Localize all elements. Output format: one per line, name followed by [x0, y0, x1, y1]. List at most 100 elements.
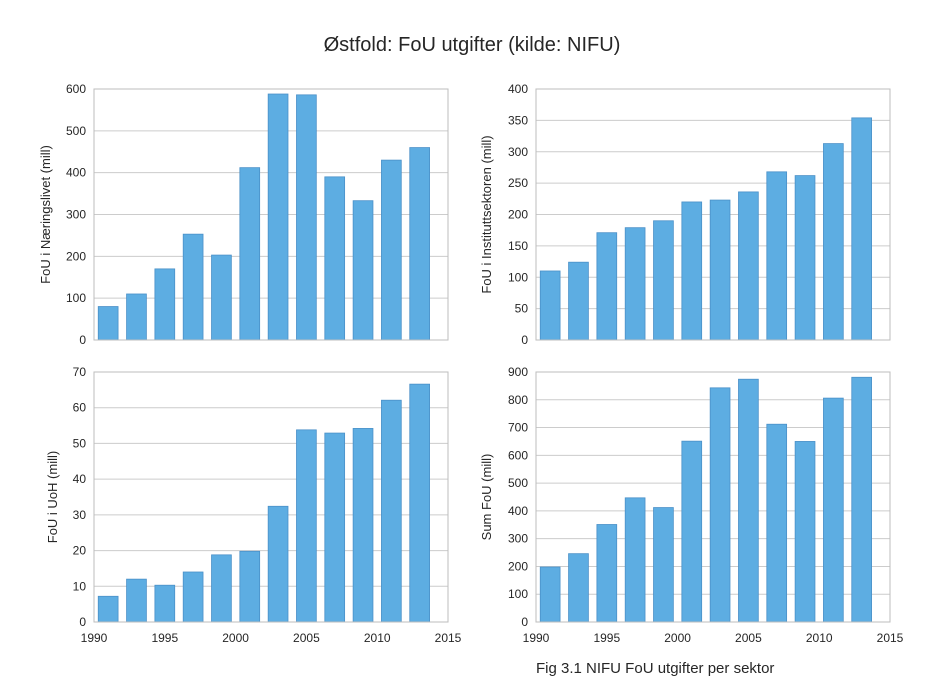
y-tick-label: 0	[521, 333, 528, 347]
bar	[182, 233, 204, 341]
y-tick-label: 300	[508, 145, 528, 159]
y-tick-label: 200	[508, 559, 528, 573]
bar	[97, 595, 119, 623]
bar	[126, 578, 147, 623]
plot-frame	[535, 88, 891, 341]
bar	[596, 232, 618, 341]
y-tick-label: 100	[66, 291, 86, 305]
x-tick-label: 2015	[435, 631, 462, 645]
bar	[568, 261, 589, 341]
bar	[409, 383, 430, 623]
y-tick-label: 100	[508, 270, 528, 284]
y-tick-label: 50	[515, 302, 529, 316]
subplot-top-left: 0 100 200 300 400 500 600 FoU i Næringslivet (m…	[38, 82, 449, 347]
y-tick-label: 400	[66, 166, 86, 180]
bar	[738, 191, 759, 341]
bar	[681, 201, 703, 341]
y-tick-label: 200	[66, 249, 86, 263]
y-tick-label: 700	[508, 421, 528, 435]
plot-frame	[535, 371, 891, 623]
bar	[381, 159, 402, 341]
bar	[653, 507, 674, 623]
x-tick-label: 2000	[664, 631, 691, 645]
bar	[539, 270, 561, 341]
bar	[653, 220, 674, 341]
bar	[154, 268, 176, 341]
x-tick-label: 2000	[222, 631, 249, 645]
bar	[851, 376, 872, 623]
bar	[794, 175, 816, 341]
bar	[381, 399, 402, 623]
y-tick-label: 0	[521, 615, 528, 629]
plot-frame	[93, 371, 449, 623]
x-tick-label: 2015	[877, 631, 904, 645]
x-tick-label: 1990	[81, 631, 108, 645]
y-tick-label: 250	[508, 176, 528, 190]
bar	[624, 227, 646, 341]
bar	[267, 93, 289, 341]
bar	[324, 176, 346, 341]
y-tick-label: 300	[508, 532, 528, 546]
bar	[97, 306, 119, 341]
plot-frame	[93, 88, 449, 341]
x-tick-label: 2010	[806, 631, 833, 645]
y-tick-label: 600	[66, 82, 86, 96]
x-tick-label: 1990	[523, 631, 550, 645]
subplot-bottom-right: 0 100 200 300 400 500 600 700 800 900 1990 1995 2000…	[479, 365, 904, 645]
y-tick-label: 500	[66, 124, 86, 138]
y-axis-label: FoU i Næringslivet (mill)	[38, 145, 53, 284]
y-tick-label: 70	[73, 365, 87, 379]
x-tick-label: 2005	[293, 631, 320, 645]
y-tick-label: 500	[508, 476, 528, 490]
x-tick-label: 1995	[151, 631, 178, 645]
figure-title: Østfold: FoU utgifter (kilde: NIFU)	[323, 34, 621, 56]
y-tick-label: 30	[73, 508, 87, 522]
y-tick-label: 600	[508, 448, 528, 462]
y-tick-label: 350	[508, 113, 528, 127]
bar	[624, 497, 646, 623]
bar	[211, 554, 232, 623]
y-tick-label: 10	[73, 579, 87, 593]
bar	[211, 254, 232, 341]
bar	[126, 293, 147, 341]
bar	[182, 571, 204, 623]
bar	[851, 117, 872, 341]
bar	[352, 200, 374, 341]
y-tick-label: 60	[73, 401, 87, 415]
bar	[681, 440, 703, 623]
y-tick-label: 800	[508, 393, 528, 407]
bar	[596, 524, 618, 623]
y-axis-label: Sum FoU (mill)	[479, 454, 494, 541]
bar	[296, 94, 317, 341]
bar	[239, 550, 261, 623]
bar	[823, 397, 844, 623]
bar	[409, 147, 430, 341]
bar	[267, 505, 289, 623]
x-tick-label: 2005	[735, 631, 762, 645]
x-tick-label: 1995	[593, 631, 620, 645]
y-tick-label: 150	[508, 239, 528, 253]
y-tick-label: 100	[508, 587, 528, 601]
bar	[794, 441, 816, 623]
y-tick-label: 400	[508, 504, 528, 518]
bar	[324, 432, 346, 623]
bar	[766, 171, 788, 341]
y-tick-label: 0	[79, 615, 86, 629]
y-tick-label: 50	[73, 436, 87, 450]
figure-caption: Fig 3.1 NIFU FoU utgifter per sektor	[536, 660, 775, 677]
y-tick-label: 400	[508, 82, 528, 96]
y-tick-label: 300	[66, 208, 86, 222]
y-tick-label: 900	[508, 365, 528, 379]
bar	[766, 423, 788, 623]
bar	[709, 199, 731, 341]
x-tick-label: 2010	[364, 631, 391, 645]
subplot-bottom-left: 0 10 20 30 40 50 60 70 1990 1995 2000 2005 2010 2015 F…	[45, 365, 462, 645]
y-tick-label: 0	[79, 333, 86, 347]
y-axis-label: FoU i Instituttsektoren (mill)	[479, 135, 494, 293]
y-tick-label: 20	[73, 544, 87, 558]
y-axis-label: FoU i UoH (mill)	[45, 451, 60, 543]
bar	[539, 566, 561, 623]
bar	[239, 167, 261, 341]
bar	[568, 553, 589, 623]
